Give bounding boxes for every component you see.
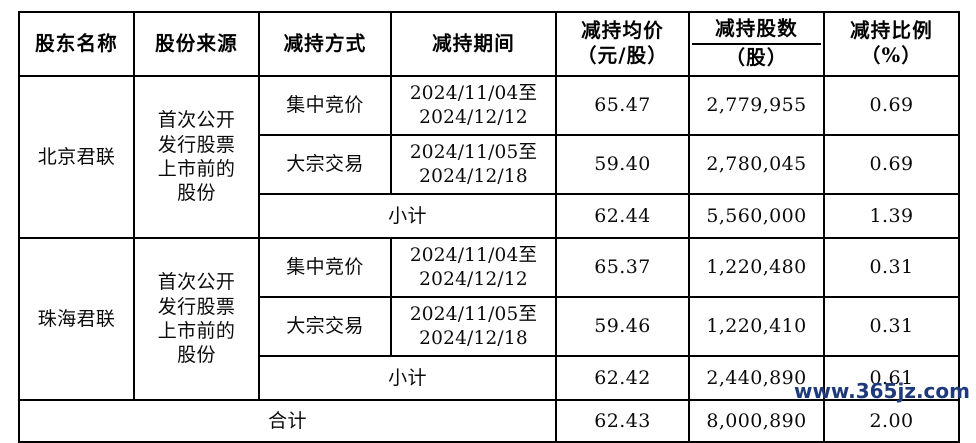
reduction-period-cell: 2024/11/05至 2024/12/18 [390, 296, 557, 357]
column-header-line: 减持均价 [581, 19, 664, 43]
table-header-row: 股东名称 股份来源 减持方式 减持期间 减持均价 （元/股） 减持股数 （股） [18, 11, 960, 77]
subtotal-shares-reduced: 5,560,000 [688, 193, 825, 239]
period-end-line: 2024/12/12 [419, 268, 528, 290]
subtotal-row: 小计 62.44 5,560,000 1.39 [19, 193, 960, 239]
shares-reduced-cell: 1,220,410 [688, 296, 825, 357]
reduction-method-cell: 大宗交易 [258, 134, 392, 195]
table-row: 珠海君联 首次公开 发行股票 上市前的 股份 集中竞价 2024/11/04至 … [18, 237, 960, 401]
column-header-unit: （%） [860, 44, 923, 67]
reduction-ratio-cell: 0.69 [823, 134, 960, 195]
reduction-ratio-cell: 0.31 [823, 296, 960, 357]
share-source-cell: 首次公开 发行股票 上市前的 股份 [133, 75, 260, 239]
table-row: 北京君联 首次公开 发行股票 上市前的 股份 集中竞价 2024/11/04至 … [18, 75, 960, 239]
subtotal-reduction-ratio: 1.39 [823, 193, 960, 239]
period-end-line: 2024/12/18 [419, 165, 528, 187]
shareholder-name-cell: 北京君联 [18, 75, 135, 239]
grand-total-shares-reduced: 8,000,890 [688, 399, 825, 443]
subtotal-shares-reduced: 2,440,890 [688, 355, 825, 401]
table-row: 大宗交易 2024/11/05至 2024/12/18 59.46 1,220,… [19, 296, 960, 357]
column-header-line: 股份来源 [155, 31, 238, 55]
grand-total-label: 合计 [18, 399, 557, 443]
reduction-ratio-cell: 0.69 [823, 75, 960, 136]
subtotal-label: 小计 [258, 193, 557, 239]
grand-total-reduction-ratio: 2.00 [823, 399, 960, 443]
column-header-line: 股东名称 [35, 31, 118, 55]
subtotal-average-price: 62.44 [555, 193, 690, 239]
table-sheet: 股东名称 股份来源 减持方式 减持期间 减持均价 （元/股） 减持股数 （股） [18, 11, 960, 443]
column-header-reduction-ratio: 减持比例 （%） [823, 11, 960, 77]
shares-reduced-cell: 2,779,955 [688, 75, 825, 136]
share-source-line: 上市前的 [157, 158, 236, 180]
subtotal-average-price: 62.42 [555, 355, 690, 401]
reduction-period-cell: 2024/11/04至 2024/12/12 [390, 237, 557, 298]
share-source-line: 首次公开 [157, 271, 236, 294]
share-source-line: 股份 [177, 182, 216, 205]
column-header-shares-reduced: 减持股数 （股） [688, 11, 825, 77]
column-header-line: 减持期间 [432, 31, 515, 55]
period-start-line: 2024/11/05至 [409, 303, 538, 325]
reduction-method-cell: 集中竞价 [258, 75, 392, 136]
column-header-average-price: 减持均价 （元/股） [555, 11, 690, 77]
share-source-line: 发行股票 [157, 133, 236, 156]
column-header-line: 减持方式 [283, 31, 367, 55]
reduction-period-cell: 2024/11/05至 2024/12/18 [390, 134, 557, 195]
shares-reduced-cell: 1,220,480 [688, 237, 825, 298]
share-reduction-table: 股东名称 股份来源 减持方式 减持期间 减持均价 （元/股） 减持股数 （股） [18, 11, 960, 443]
period-start-line: 2024/11/04至 [409, 244, 538, 266]
average-price-cell: 59.40 [555, 134, 690, 195]
column-header-reduction-period: 减持期间 [390, 11, 557, 77]
share-source-line: 首次公开 [157, 109, 236, 132]
column-header-reduction-method: 减持方式 [258, 11, 392, 77]
period-start-line: 2024/11/05至 [409, 141, 538, 163]
column-header-line: 减持比例 [850, 19, 933, 43]
reduction-method-cell: 大宗交易 [258, 296, 392, 357]
column-header-unit: （股） [725, 46, 788, 69]
subtotal-reduction-ratio: 0.61 [823, 355, 960, 401]
subtotal-row: 小计 62.42 2,440,890 0.61 [19, 355, 960, 401]
column-header-shareholder-name: 股东名称 [18, 11, 135, 77]
column-header-unit: （元/股） [576, 44, 669, 67]
average-price-cell: 65.47 [555, 75, 690, 136]
share-source-line: 上市前的 [157, 320, 236, 342]
period-start-line: 2024/11/04至 [409, 82, 538, 104]
share-source-cell: 首次公开 发行股票 上市前的 股份 [133, 237, 260, 401]
period-end-line: 2024/12/18 [419, 327, 528, 349]
share-source-line: 发行股票 [157, 295, 236, 318]
reduction-ratio-cell: 0.31 [823, 237, 960, 298]
reduction-method-cell: 集中竞价 [258, 237, 392, 298]
average-price-cell: 65.37 [555, 237, 690, 298]
grand-total-average-price: 62.43 [555, 399, 690, 443]
reduction-period-cell: 2024/11/04至 2024/12/12 [390, 75, 557, 136]
shares-reduced-cell: 2,780,045 [688, 134, 825, 195]
column-header-share-source: 股份来源 [133, 11, 260, 77]
share-source-line: 股份 [177, 344, 216, 367]
period-end-line: 2024/12/12 [419, 106, 528, 128]
shareholder-name-cell: 珠海君联 [18, 237, 135, 401]
average-price-cell: 59.46 [555, 296, 690, 357]
subtotal-label: 小计 [258, 355, 557, 401]
grand-total-row: 合计 62.43 8,000,890 2.00 [18, 399, 960, 443]
column-header-line: 减持股数 [692, 17, 821, 45]
table-row: 大宗交易 2024/11/05至 2024/12/18 59.40 2,780,… [19, 134, 960, 195]
